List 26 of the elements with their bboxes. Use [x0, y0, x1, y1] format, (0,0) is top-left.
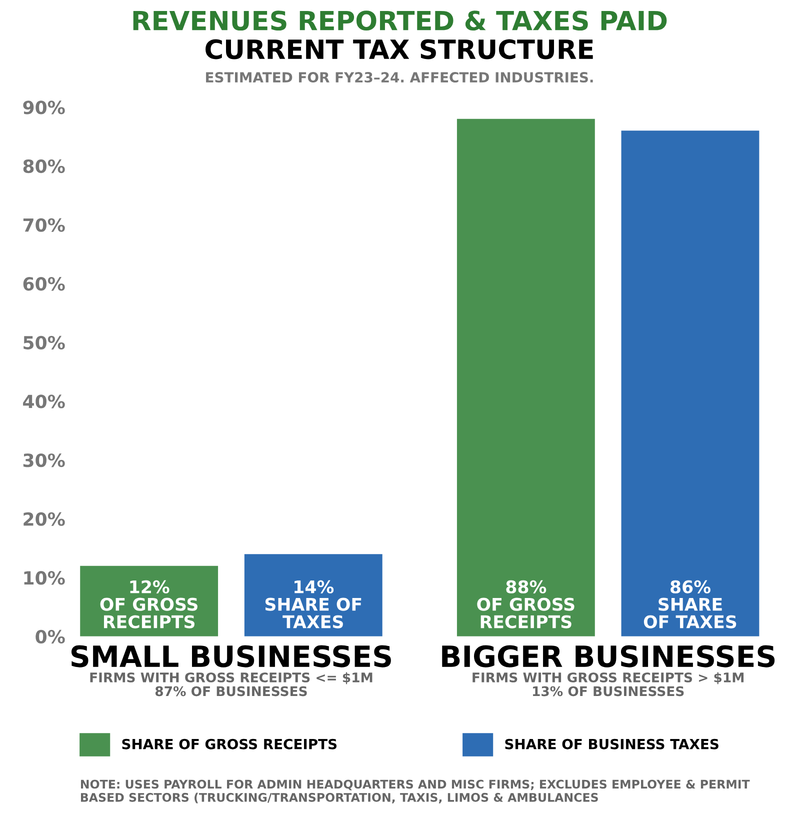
y-tick-label: 60%	[23, 277, 65, 291]
y-tick-label: 30%	[23, 453, 65, 468]
data-label: 14% SHARE OF TAXES	[265, 580, 362, 628]
text: FIRMS WITH GROSS RECEIPTS > $1M 13% OF BUSINESSES	[472, 672, 744, 696]
text: ESTIMATED FOR FY23–24. AFFECTED INDUSTRIES.	[206, 72, 593, 83]
y-tick-label: 0%	[36, 630, 65, 644]
y-tick-label: 50%	[24, 336, 65, 350]
chart-title: REVENUES REPORTED & TAXES PAID	[133, 10, 667, 31]
bar	[621, 130, 760, 636]
chart-subtitle: CURRENT TAX STRUCTURE	[206, 39, 593, 60]
text: NOTE: USES PAYROLL FOR ADMIN HEADQUARTERS AND MISC FIRMS; EXCLUDES EMPLOYEE & PERMIT BASED SECTORS (TRUCKING/TRANSPORTATION, TAXIS, LIMOS & AMBULANCES	[80, 780, 750, 804]
data-label: 86% SHARE OF TAXES	[644, 580, 736, 628]
y-tick-label: 70%	[23, 218, 65, 232]
y-tick-label: 90%	[23, 100, 65, 114]
y-tick-label: 10%	[24, 571, 65, 585]
x-tick-label: SMALL BUSINESSES	[71, 645, 391, 668]
y-tick-label: 20%	[24, 512, 65, 526]
x-tick-label: BIGGER BUSINESSES	[442, 645, 775, 668]
y-tick-label: 80%	[23, 159, 65, 174]
legend-label: SHARE OF GROSS RECEIPTS	[122, 738, 337, 750]
data-label: 88% OF GROSS RECEIPTS	[477, 580, 574, 628]
y-tick-label: 40%	[23, 394, 65, 408]
text: FIRMS WITH GROSS RECEIPTS <= $1M 87% OF BUSINESSES	[90, 672, 372, 696]
legend-label: SHARE OF BUSINESS TAXES	[505, 738, 718, 750]
bar	[456, 118, 595, 636]
data-label: 12% OF GROSS RECEIPTS	[100, 580, 198, 628]
